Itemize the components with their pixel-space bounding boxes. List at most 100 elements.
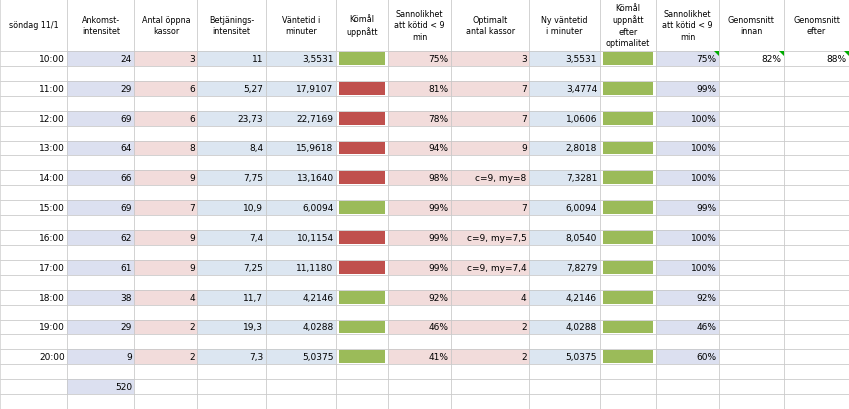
Bar [67, 364, 134, 379]
Bar [134, 305, 197, 320]
Text: 13:00: 13:00 [39, 144, 65, 153]
Bar [656, 305, 719, 320]
Bar [784, 260, 849, 275]
Bar [719, 260, 784, 275]
Bar [784, 111, 849, 126]
Text: 94%: 94% [429, 144, 448, 153]
Bar [134, 394, 197, 409]
Bar [197, 320, 266, 335]
Bar [719, 335, 784, 349]
Bar [266, 201, 336, 216]
Bar [719, 305, 784, 320]
Bar [0, 260, 67, 275]
Bar [656, 379, 719, 394]
Bar [603, 112, 653, 125]
Bar [266, 260, 336, 275]
Bar [0, 171, 67, 186]
Bar [336, 52, 388, 67]
Bar [529, 82, 599, 97]
Bar [784, 52, 849, 67]
Bar [451, 275, 529, 290]
Text: 4,0288: 4,0288 [302, 323, 334, 332]
Bar [656, 349, 719, 364]
Bar [529, 171, 599, 186]
Bar [719, 394, 784, 409]
Bar [0, 335, 67, 349]
Bar [67, 111, 134, 126]
Bar [0, 305, 67, 320]
Bar [719, 379, 784, 394]
Text: 7: 7 [521, 85, 526, 94]
Bar [529, 260, 599, 275]
Text: 11:00: 11:00 [39, 85, 65, 94]
Text: 19:00: 19:00 [39, 323, 65, 332]
Bar [197, 230, 266, 245]
Bar [529, 349, 599, 364]
Bar [388, 260, 451, 275]
Bar [784, 305, 849, 320]
Bar [599, 290, 656, 305]
Bar [134, 186, 197, 201]
Text: 2: 2 [521, 353, 526, 362]
Text: 29: 29 [121, 323, 132, 332]
Text: 3: 3 [521, 55, 526, 64]
Bar [197, 82, 266, 97]
Text: 2: 2 [189, 353, 194, 362]
Bar [336, 216, 388, 230]
Bar [197, 379, 266, 394]
Bar [719, 364, 784, 379]
Text: Ny väntetid
i minuter: Ny väntetid i minuter [541, 16, 588, 36]
Bar [340, 142, 385, 155]
Bar [656, 320, 719, 335]
Text: Betjänings-
intensitet: Betjänings- intensitet [209, 16, 254, 36]
Bar [266, 216, 336, 230]
Bar [656, 52, 719, 67]
Text: 98%: 98% [429, 174, 448, 183]
Bar [340, 202, 385, 215]
Bar [197, 97, 266, 111]
Bar [451, 320, 529, 335]
Bar [134, 364, 197, 379]
Bar [599, 67, 656, 82]
Bar [784, 141, 849, 156]
Bar [388, 349, 451, 364]
Bar [784, 171, 849, 186]
Text: 8,4: 8,4 [249, 144, 263, 153]
Text: 88%: 88% [826, 55, 846, 64]
Bar [0, 82, 67, 97]
Bar [656, 186, 719, 201]
Bar [266, 320, 336, 335]
Bar [266, 82, 336, 97]
Text: 11,1180: 11,1180 [296, 263, 334, 272]
Bar [451, 394, 529, 409]
Bar [340, 321, 385, 334]
Bar [656, 394, 719, 409]
Bar [719, 230, 784, 245]
Bar [197, 52, 266, 67]
Bar [719, 349, 784, 364]
Bar [719, 126, 784, 141]
Text: 10,9: 10,9 [243, 204, 263, 213]
Text: c=9, my=7,4: c=9, my=7,4 [467, 263, 526, 272]
Text: 23,73: 23,73 [238, 115, 263, 124]
Bar [0, 364, 67, 379]
Bar [656, 141, 719, 156]
Bar [197, 364, 266, 379]
Bar [336, 201, 388, 216]
Bar [388, 394, 451, 409]
Bar [529, 52, 599, 67]
Bar [388, 305, 451, 320]
Bar [67, 171, 134, 186]
Bar [134, 245, 197, 260]
Text: 41%: 41% [429, 353, 448, 362]
Bar [451, 349, 529, 364]
Bar [67, 141, 134, 156]
Text: Väntetid i
minuter: Väntetid i minuter [282, 16, 320, 36]
Bar [134, 230, 197, 245]
Text: 4,2146: 4,2146 [566, 293, 597, 302]
Bar [451, 230, 529, 245]
Bar [719, 97, 784, 111]
Text: Sannolikhet
att kötid < 9
min: Sannolikhet att kötid < 9 min [394, 10, 445, 42]
Bar [451, 335, 529, 349]
Text: 75%: 75% [696, 55, 717, 64]
